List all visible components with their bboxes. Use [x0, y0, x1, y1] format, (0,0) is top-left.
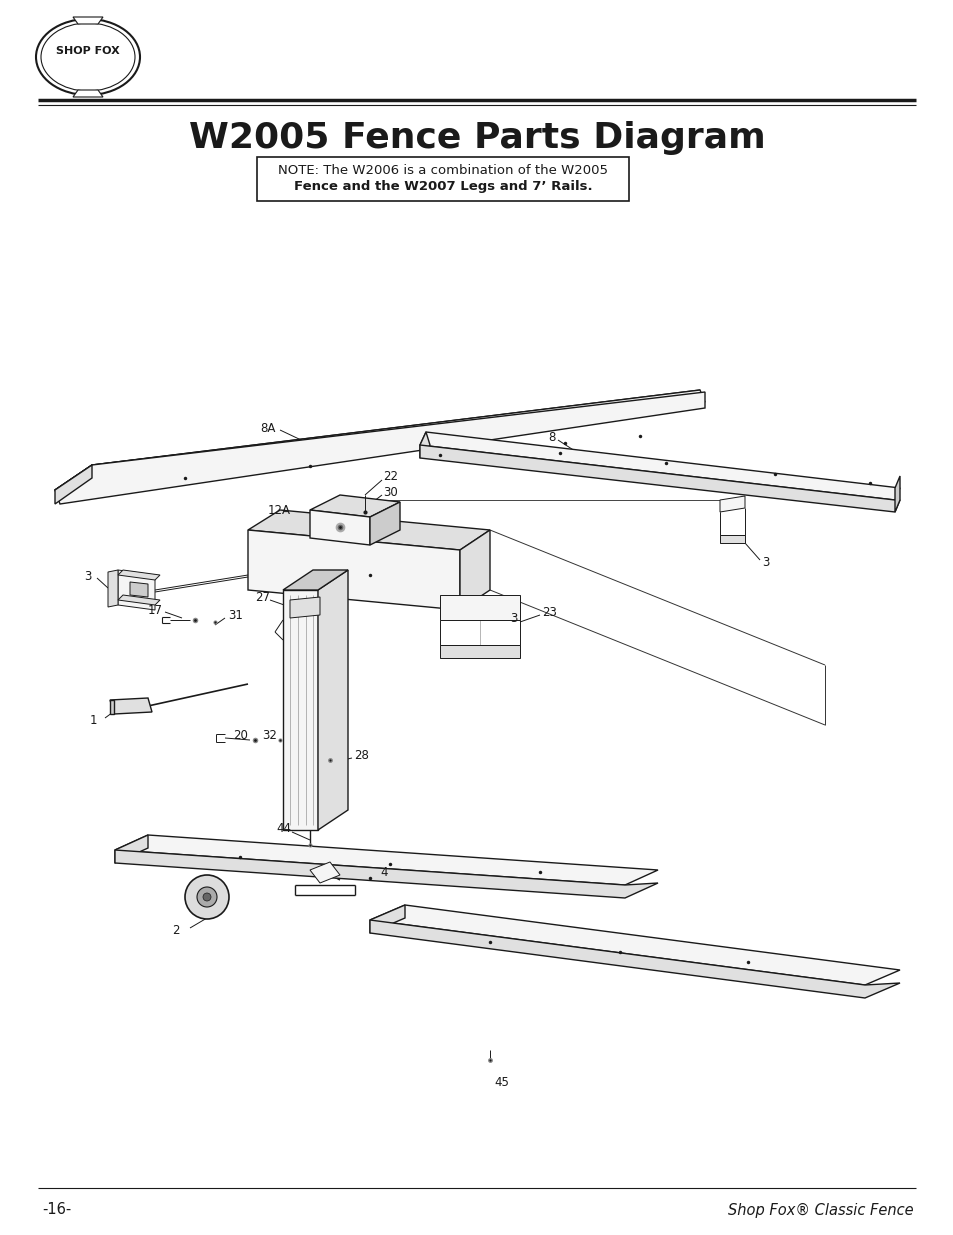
Polygon shape: [370, 905, 899, 986]
Circle shape: [196, 887, 216, 906]
Polygon shape: [370, 905, 405, 932]
Text: 3: 3: [510, 611, 517, 625]
Text: 20: 20: [233, 729, 248, 741]
Polygon shape: [118, 595, 160, 605]
Text: 23: 23: [541, 605, 557, 619]
Polygon shape: [110, 698, 152, 714]
Polygon shape: [283, 590, 317, 830]
Polygon shape: [439, 645, 519, 658]
Polygon shape: [310, 862, 339, 883]
Text: 27: 27: [254, 590, 270, 604]
Polygon shape: [130, 582, 148, 597]
Polygon shape: [115, 850, 658, 898]
Text: W2005 Fence Parts Diagram: W2005 Fence Parts Diagram: [189, 121, 764, 156]
Polygon shape: [317, 571, 348, 830]
Ellipse shape: [36, 19, 140, 95]
Text: -16-: -16-: [42, 1203, 71, 1218]
Text: 8: 8: [547, 431, 555, 443]
Circle shape: [185, 876, 229, 919]
Text: 8A: 8A: [260, 421, 275, 435]
Text: 1: 1: [90, 714, 97, 726]
Polygon shape: [55, 391, 704, 504]
Text: SHOP FOX: SHOP FOX: [56, 46, 120, 56]
Text: 31: 31: [228, 609, 243, 621]
Text: 28: 28: [354, 748, 369, 762]
Text: Fence and the W2007 Legs and 7’ Rails.: Fence and the W2007 Legs and 7’ Rails.: [294, 179, 592, 193]
Text: Shop Fox® Classic Fence: Shop Fox® Classic Fence: [727, 1203, 913, 1218]
Polygon shape: [419, 445, 899, 513]
Polygon shape: [55, 390, 700, 490]
Polygon shape: [115, 835, 658, 885]
Polygon shape: [419, 432, 430, 458]
Polygon shape: [108, 571, 118, 606]
Polygon shape: [439, 595, 519, 620]
Polygon shape: [310, 495, 399, 517]
Text: 3: 3: [84, 569, 91, 583]
Polygon shape: [720, 535, 744, 543]
Text: 17: 17: [148, 604, 163, 616]
Polygon shape: [115, 835, 148, 863]
Polygon shape: [91, 390, 704, 477]
Polygon shape: [55, 466, 97, 501]
Polygon shape: [110, 700, 113, 714]
Polygon shape: [248, 510, 490, 550]
Polygon shape: [459, 530, 490, 610]
Text: 4: 4: [379, 866, 387, 878]
Polygon shape: [283, 571, 348, 590]
Text: NOTE: The W2006 is a combination of the W2005: NOTE: The W2006 is a combination of the …: [277, 163, 607, 177]
Polygon shape: [370, 501, 399, 545]
Polygon shape: [55, 466, 91, 504]
Polygon shape: [73, 90, 103, 98]
Polygon shape: [290, 597, 319, 618]
Ellipse shape: [41, 23, 135, 91]
Circle shape: [203, 893, 211, 902]
Polygon shape: [310, 510, 370, 545]
Text: 32: 32: [262, 729, 276, 741]
Polygon shape: [73, 17, 103, 23]
Polygon shape: [894, 475, 899, 513]
Polygon shape: [118, 571, 160, 580]
Text: 2: 2: [172, 924, 179, 936]
Polygon shape: [248, 530, 459, 610]
Polygon shape: [419, 432, 899, 500]
Text: 3: 3: [761, 556, 768, 568]
FancyBboxPatch shape: [256, 157, 628, 201]
Text: 30: 30: [382, 485, 397, 499]
Text: 12A: 12A: [268, 504, 291, 516]
Text: 22: 22: [382, 469, 397, 483]
Polygon shape: [118, 571, 154, 610]
Text: 45: 45: [494, 1076, 508, 1088]
Polygon shape: [370, 920, 899, 998]
Polygon shape: [720, 496, 744, 513]
Text: 44: 44: [275, 823, 291, 836]
